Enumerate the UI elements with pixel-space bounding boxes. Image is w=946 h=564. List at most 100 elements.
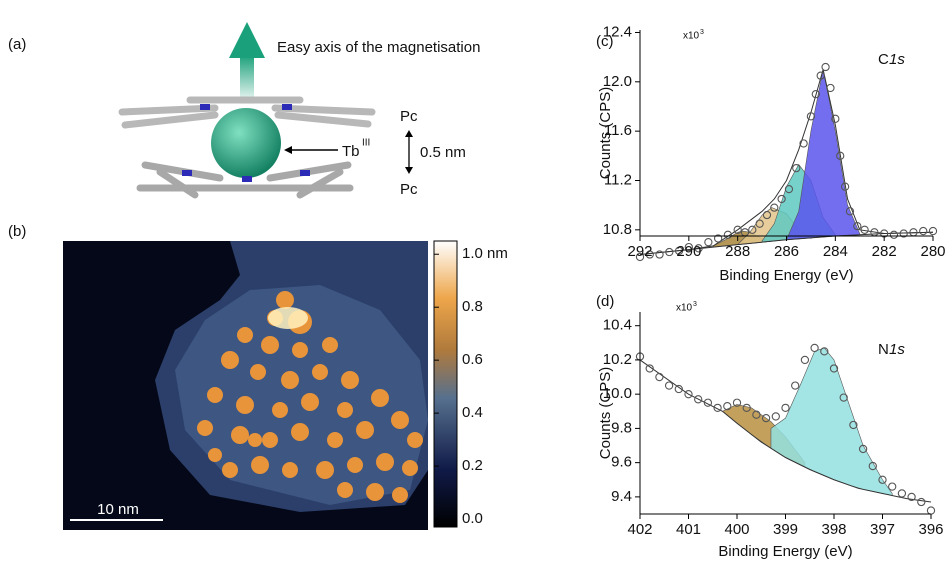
data-point xyxy=(752,410,761,419)
colorbar-label: 0.6 xyxy=(462,351,483,368)
data-point xyxy=(645,250,654,259)
x-tick-label: 286 xyxy=(774,243,799,260)
arrow-shaft xyxy=(240,55,254,105)
data-point xyxy=(732,398,742,407)
x-tick-label: 292 xyxy=(627,243,652,260)
y-tick-label: 11.2 xyxy=(604,171,632,188)
data-point xyxy=(781,403,790,413)
ligand-label: Pc xyxy=(400,108,418,125)
x-tick-label: 284 xyxy=(823,243,848,260)
ligand-label: Pc xyxy=(400,181,418,198)
molecule-blob xyxy=(262,432,278,448)
molecule-blob xyxy=(371,389,389,407)
molecule-blob xyxy=(281,371,299,389)
data-point xyxy=(635,252,645,262)
background-line xyxy=(639,359,932,503)
data-point xyxy=(723,402,732,411)
axis-label: Easy axis of the magnetisation xyxy=(277,39,480,56)
data-point xyxy=(684,242,693,252)
data-point xyxy=(777,194,786,204)
molecule-blob xyxy=(407,432,423,448)
data-point xyxy=(684,390,693,399)
y-tick-label: 9.4 xyxy=(611,488,632,505)
molecule-blob xyxy=(231,426,249,444)
molecule-blob xyxy=(316,461,334,479)
data-point xyxy=(791,381,800,390)
data-point xyxy=(816,71,825,80)
colorbar-label: 0.2 xyxy=(462,457,483,474)
panel-label: (a) xyxy=(8,36,26,53)
data-point xyxy=(888,482,897,491)
data-point xyxy=(826,83,835,93)
molecule-blob xyxy=(276,291,294,309)
x-tick-label: 402 xyxy=(627,521,652,538)
multiplier: x10 xyxy=(683,31,700,42)
y-axis-title: Counts (CPS) xyxy=(597,87,614,180)
molecule-blob xyxy=(341,371,359,389)
data-point xyxy=(836,151,845,160)
data-point xyxy=(733,225,742,234)
data-point xyxy=(928,226,938,236)
colorbar-label: 1.0 nm xyxy=(462,245,508,262)
molecule-blob xyxy=(197,420,213,436)
x-tick-label: 398 xyxy=(821,521,846,538)
annotation-sub: 1s xyxy=(889,51,905,68)
y-tick-label: 11.6 xyxy=(604,122,632,139)
annotation-sub: 1s xyxy=(889,341,905,358)
data-point xyxy=(703,398,713,407)
molecule-blob xyxy=(261,336,279,354)
molecule-blob xyxy=(347,457,363,473)
molecule-blob xyxy=(222,462,238,478)
molecule-blob xyxy=(248,433,262,447)
ion-label: Tb xyxy=(342,143,360,160)
data-point xyxy=(799,139,808,148)
data-point xyxy=(655,250,664,259)
data-point xyxy=(806,112,816,121)
data-point xyxy=(784,184,794,194)
data-point xyxy=(713,234,723,243)
data-point xyxy=(810,343,819,353)
x-tick-label: 290 xyxy=(676,243,701,260)
x-tick-label: 280 xyxy=(920,243,945,260)
data-point xyxy=(713,403,722,413)
data-point xyxy=(792,164,801,173)
x-tick-label: 397 xyxy=(870,521,895,538)
distance-label: 0.5 nm xyxy=(420,144,466,161)
molecule-blob xyxy=(312,364,328,380)
multiplier-exp: 3 xyxy=(693,301,697,308)
molecule-blob xyxy=(207,387,223,403)
y-tick-label: 12.4 xyxy=(603,23,632,40)
molecule-blob xyxy=(291,423,309,441)
molecule-blob xyxy=(272,402,288,418)
y-tick-label: 9.8 xyxy=(611,419,632,436)
colorbar-label: 0.8 xyxy=(462,298,483,315)
colorbar xyxy=(433,240,458,528)
data-point xyxy=(840,182,850,191)
panel-label: (c) xyxy=(596,33,614,50)
data-point xyxy=(762,210,772,220)
data-point xyxy=(655,372,664,382)
panel-label: (b) xyxy=(8,223,26,240)
data-point xyxy=(845,207,855,216)
molecule-blob xyxy=(376,453,394,471)
annotation: N xyxy=(878,341,889,358)
data-point xyxy=(849,420,858,430)
data-point xyxy=(694,244,703,253)
data-point xyxy=(755,219,764,228)
nitrogens xyxy=(182,104,310,182)
x-tick-label: 282 xyxy=(872,243,897,260)
molecule-blob xyxy=(356,421,374,439)
y-tick-label: 12.0 xyxy=(603,73,632,90)
x-axis-title: Binding Energy (eV) xyxy=(719,267,853,284)
molecule-blob xyxy=(208,448,222,462)
fit-component xyxy=(770,347,893,496)
data-point xyxy=(674,246,684,255)
distance-head xyxy=(405,167,413,174)
data-point xyxy=(771,412,780,421)
data-point xyxy=(645,364,654,373)
y-tick-label: 10.4 xyxy=(603,317,632,334)
molecule-blob xyxy=(337,402,353,418)
molecule-blob xyxy=(337,482,353,498)
multiplier-exp: 3 xyxy=(700,29,704,36)
